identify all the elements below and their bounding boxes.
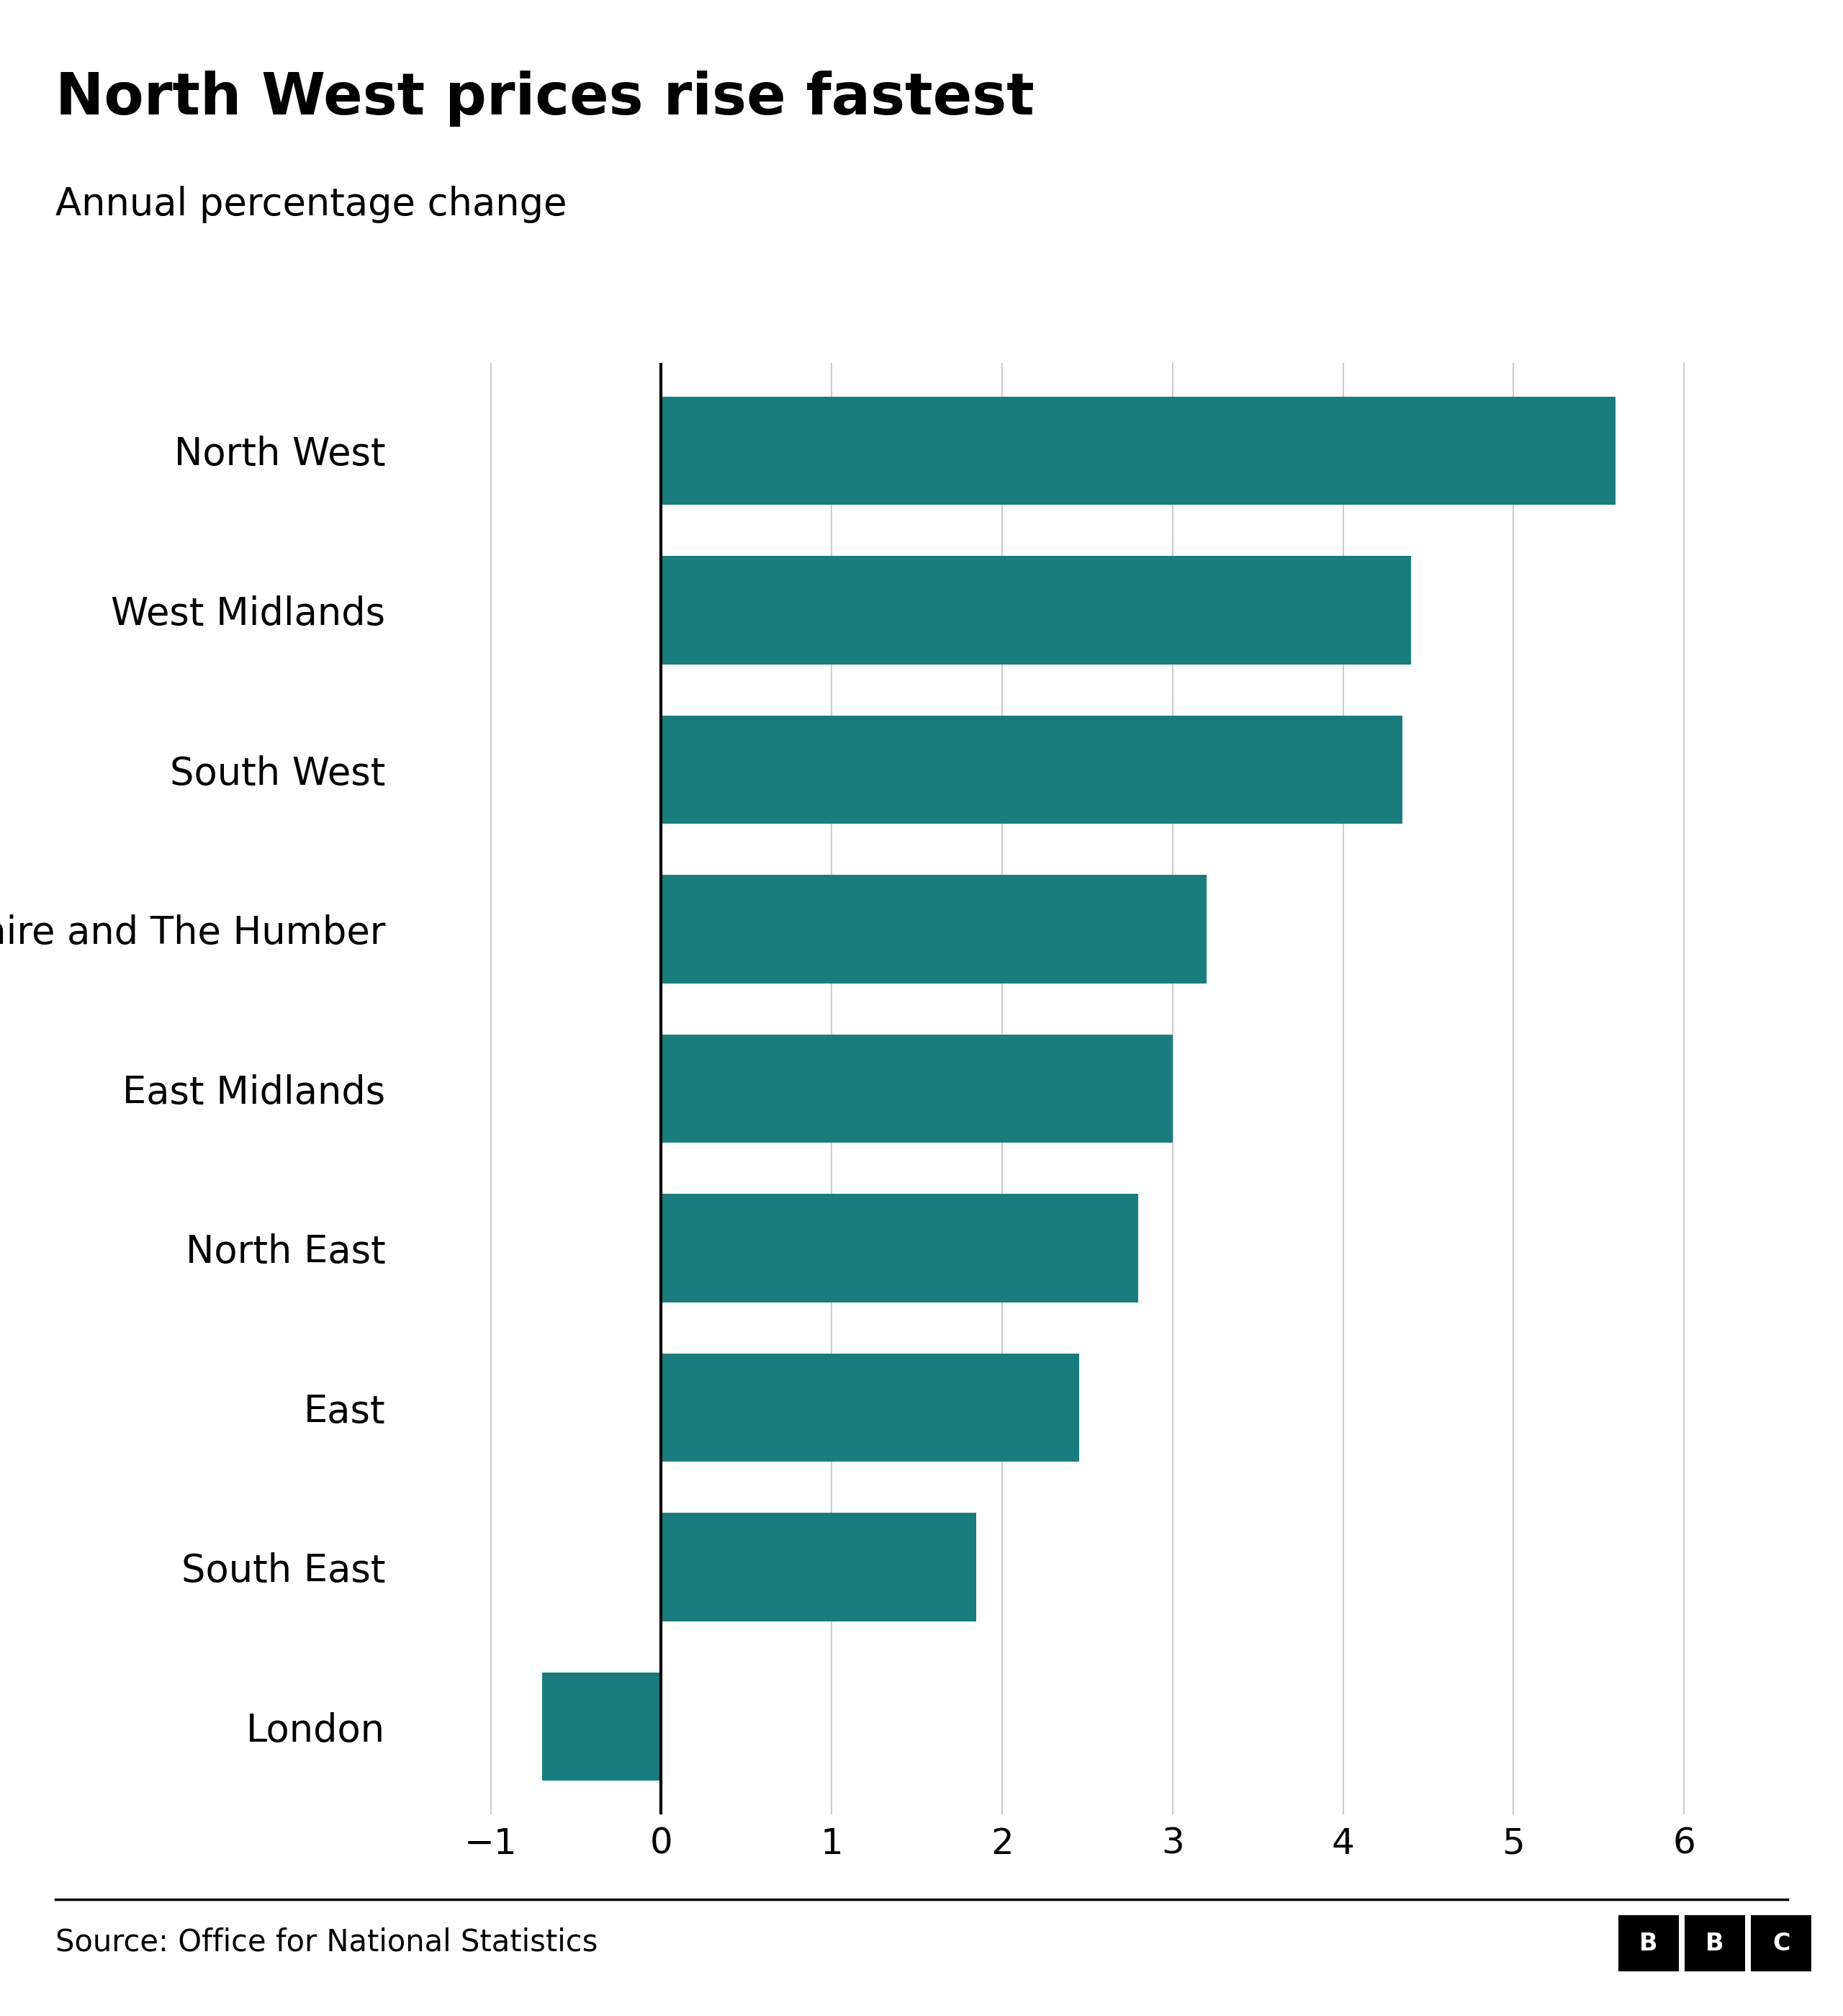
Bar (662, 1353, 1078, 1462)
Text: B: B (1640, 1931, 1657, 1956)
Bar (542, 1673, 662, 1780)
Bar (662, 875, 1207, 984)
Bar (662, 556, 1412, 665)
Bar (662, 1512, 977, 1621)
Text: Source: Office for National Statistics: Source: Office for National Statistics (55, 1927, 597, 1958)
Text: C: C (1773, 1931, 1790, 1956)
Text: B: B (1707, 1931, 1723, 1956)
Bar (662, 1193, 1139, 1302)
Bar (662, 716, 1403, 825)
Bar (662, 1034, 1172, 1143)
Text: North West prices rise fastest: North West prices rise fastest (55, 71, 1034, 127)
Text: Annual percentage change: Annual percentage change (55, 185, 566, 224)
Bar (662, 397, 1616, 504)
